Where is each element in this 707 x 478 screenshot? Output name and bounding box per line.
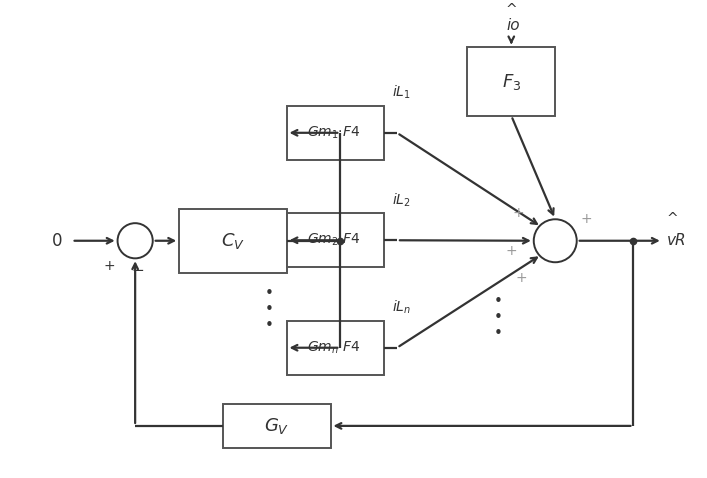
Text: +: + (104, 259, 115, 273)
Text: •: • (264, 318, 274, 333)
Circle shape (534, 219, 577, 262)
Text: +: + (580, 212, 592, 226)
Bar (223, 404, 331, 448)
Circle shape (117, 223, 153, 258)
Text: ^: ^ (667, 212, 678, 226)
Text: $iL_n$: $iL_n$ (392, 299, 411, 316)
Text: $Gm_1{\cdot}F4$: $Gm_1{\cdot}F4$ (307, 125, 360, 141)
Text: •: • (494, 310, 503, 325)
Text: $iL_2$: $iL_2$ (392, 191, 411, 208)
Text: 0: 0 (52, 232, 62, 250)
Text: io: io (506, 18, 520, 33)
Text: ^: ^ (506, 3, 517, 17)
Text: +: + (513, 206, 524, 220)
Bar (286, 213, 385, 267)
Text: $Gm_n{\cdot}F4$: $Gm_n{\cdot}F4$ (307, 339, 360, 356)
Bar (286, 321, 385, 375)
Text: −: − (132, 262, 144, 278)
Text: •: • (494, 294, 503, 309)
Text: •: • (264, 302, 274, 317)
Text: vR: vR (667, 233, 686, 248)
Text: $Gm_2{\cdot}F4$: $Gm_2{\cdot}F4$ (307, 232, 360, 249)
Text: $G_V$: $G_V$ (264, 416, 289, 436)
Bar (467, 47, 555, 116)
Bar (179, 208, 286, 273)
Text: +: + (515, 271, 527, 285)
Text: $iL_1$: $iL_1$ (392, 84, 411, 101)
Text: $C_V$: $C_V$ (221, 231, 245, 251)
Text: •: • (494, 326, 503, 341)
Text: $F_3$: $F_3$ (502, 72, 521, 91)
Text: +: + (506, 243, 517, 258)
Bar (286, 106, 385, 160)
Text: •: • (264, 286, 274, 302)
